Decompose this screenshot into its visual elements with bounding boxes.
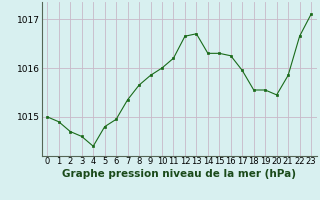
X-axis label: Graphe pression niveau de la mer (hPa): Graphe pression niveau de la mer (hPa) bbox=[62, 169, 296, 179]
